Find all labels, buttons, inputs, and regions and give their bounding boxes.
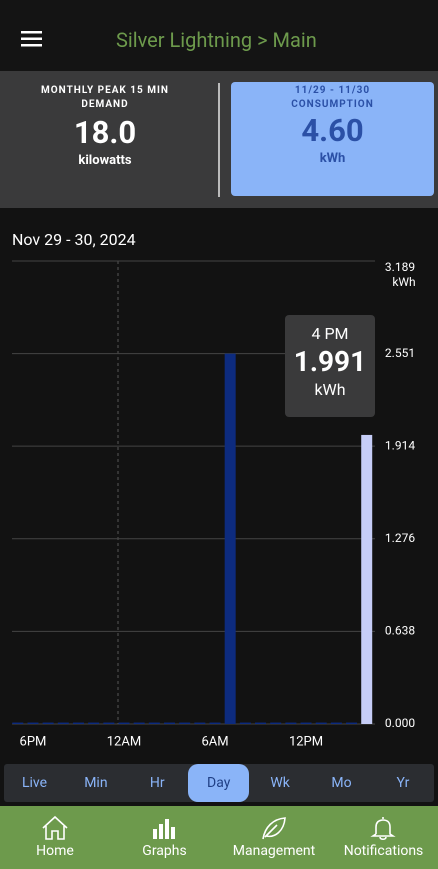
bar [315, 722, 327, 724]
y-tick-label: 2.551 [385, 346, 415, 360]
y-tick-label: 1.276 [385, 531, 415, 545]
divider [218, 83, 220, 197]
bar [88, 722, 100, 724]
range-tab[interactable]: Min [84, 775, 108, 791]
card-label: CONSUMPTION [291, 99, 374, 110]
tooltip-label: 4 PM [311, 324, 349, 343]
bar [12, 722, 24, 724]
bar [270, 722, 282, 724]
demand-card: MONTHLY PEAK 15 MIN DEMAND 18.0 kilowatt… [40, 84, 170, 168]
y-tick-label: 0.638 [385, 624, 415, 638]
card-label: MONTHLY PEAK 15 MIN DEMAND [41, 85, 169, 110]
bar [300, 722, 312, 724]
chart-title: Nov 29 - 30, 2024 [12, 230, 136, 249]
card-value: 18.0 [73, 114, 137, 151]
bar [27, 722, 39, 724]
consumption-card[interactable]: 11/29 - 11/30 CONSUMPTION 4.60 kWh [231, 82, 434, 196]
management-icon [262, 817, 286, 840]
y-tick-label: 0.000 [385, 716, 415, 730]
nav-item[interactable]: Home [36, 843, 74, 859]
bar [179, 722, 191, 724]
bar [224, 353, 236, 724]
summary-cards: MONTHLY PEAK 15 MIN DEMAND 18.0 kilowatt… [0, 71, 438, 208]
nav-item[interactable]: Graphs [142, 843, 187, 859]
bar [103, 722, 115, 724]
bar [194, 722, 206, 724]
card-period: 11/29 - 11/30 [294, 85, 371, 96]
tooltip-unit: kWh [314, 380, 346, 399]
menu-button[interactable] [20, 30, 44, 48]
x-tick-label: 12PM [289, 734, 323, 749]
bar [72, 722, 84, 724]
bar [346, 722, 358, 724]
bar [148, 722, 160, 724]
y-tick-label: 1.914 [385, 438, 415, 452]
bar [133, 722, 145, 724]
range-tab[interactable]: Mo [331, 775, 352, 791]
x-tick-label: 6AM [201, 734, 228, 749]
card-unit: kilowatts [78, 153, 132, 168]
tooltip: 4 PM 1.991 kWh [285, 315, 375, 417]
bar [255, 722, 267, 724]
home-icon [42, 815, 68, 840]
bar [209, 722, 221, 724]
bar [361, 434, 373, 724]
nav-item[interactable]: Management [232, 843, 316, 859]
card-unit: kWh [319, 151, 346, 166]
bar [239, 722, 251, 724]
bar [57, 722, 69, 724]
graphs-icon [153, 819, 175, 839]
page-title: Silver Lightning > Main [116, 28, 317, 52]
bar [285, 722, 297, 724]
bar [330, 722, 342, 724]
x-tick-label: 6PM [20, 734, 47, 749]
nav-item[interactable]: Notifications [343, 843, 424, 859]
range-tab[interactable]: Day [188, 764, 250, 802]
bottom-nav: Home Graphs Management Notifications [0, 806, 438, 869]
range-tabs: Live Min Hr Day Wk Mo Yr [4, 764, 434, 802]
y-unit: kWh [392, 275, 415, 289]
notifications-icon [370, 817, 396, 841]
x-tick-label: 12AM [107, 734, 141, 749]
range-tab[interactable]: Hr [149, 775, 165, 791]
bar [164, 722, 175, 724]
range-tab[interactable]: Wk [270, 775, 290, 791]
range-tab[interactable]: Yr [396, 775, 410, 791]
bar [42, 722, 54, 724]
range-tab[interactable]: Live [21, 775, 48, 791]
bar [118, 722, 130, 724]
top-bar: Silver Lightning > Main [0, 0, 438, 71]
tooltip-value: 1.991 [293, 345, 367, 378]
card-value: 4.60 [301, 112, 364, 149]
y-tick-label: 3.189 [385, 260, 415, 274]
